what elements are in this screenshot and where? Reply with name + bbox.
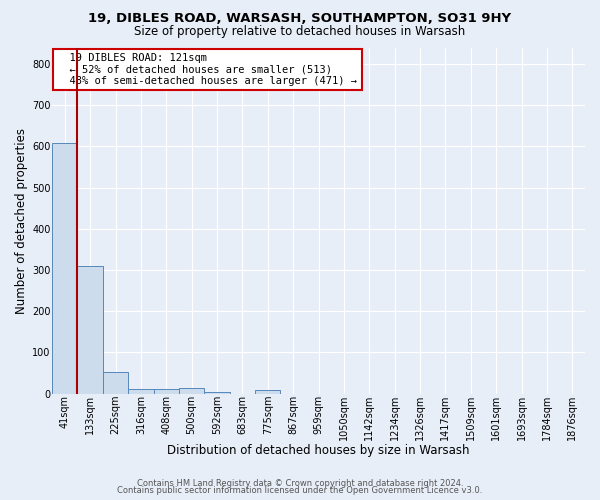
Text: Size of property relative to detached houses in Warsash: Size of property relative to detached ho…	[134, 25, 466, 38]
Text: Contains HM Land Registry data © Crown copyright and database right 2024.: Contains HM Land Registry data © Crown c…	[137, 478, 463, 488]
Bar	[255, 390, 280, 394]
Text: 19, DIBLES ROAD, WARSASH, SOUTHAMPTON, SO31 9HY: 19, DIBLES ROAD, WARSASH, SOUTHAMPTON, S…	[88, 12, 512, 26]
Text: Contains public sector information licensed under the Open Government Licence v3: Contains public sector information licen…	[118, 486, 482, 495]
Bar	[77, 266, 103, 394]
Y-axis label: Number of detached properties: Number of detached properties	[15, 128, 28, 314]
Bar	[154, 388, 179, 394]
Bar	[52, 143, 77, 394]
Bar	[128, 390, 154, 394]
Bar	[205, 392, 230, 394]
Bar	[103, 372, 128, 394]
Bar	[179, 388, 205, 394]
X-axis label: Distribution of detached houses by size in Warsash: Distribution of detached houses by size …	[167, 444, 470, 458]
Text: 19 DIBLES ROAD: 121sqm
  ← 52% of detached houses are smaller (513)
  48% of sem: 19 DIBLES ROAD: 121sqm ← 52% of detached…	[58, 52, 358, 86]
